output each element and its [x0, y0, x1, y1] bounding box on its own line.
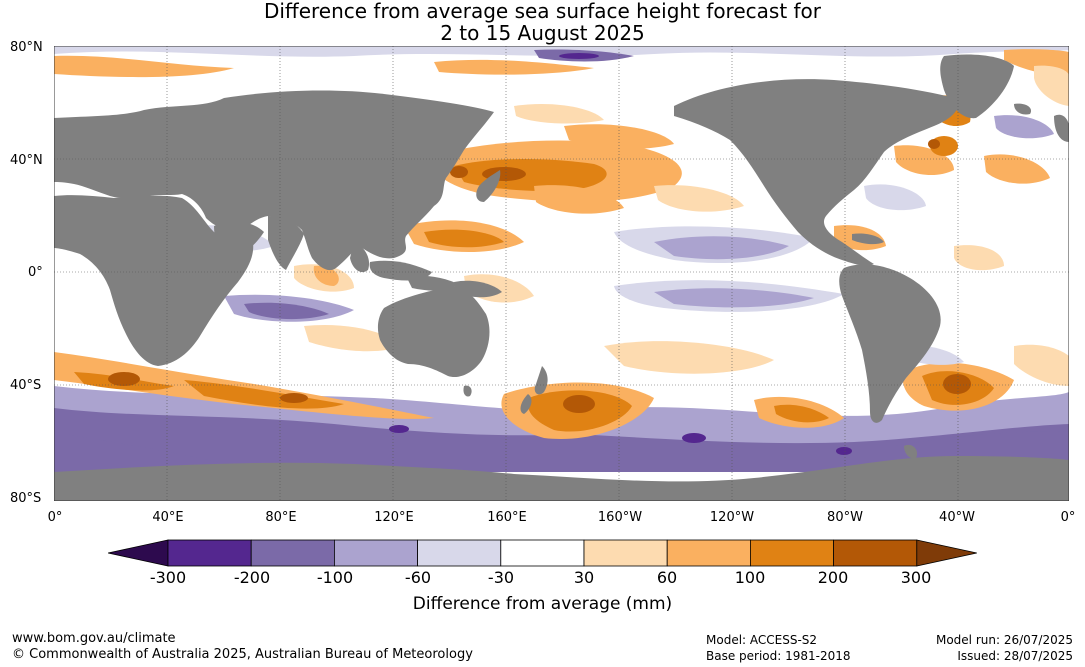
colorbar-segment [750, 539, 835, 567]
map-title-line1: Difference from average sea surface heig… [263, 0, 822, 23]
map-title-line2: 2 to 15 August 2025 [440, 21, 645, 45]
colorbar-segment [417, 539, 502, 567]
lon-label-0-east: 0° [1060, 510, 1076, 525]
lon-label-120w: 120°W [709, 510, 755, 525]
colorbar-segment [250, 539, 335, 567]
lat-label-40n: 40°N [10, 153, 43, 168]
colorbar [108, 539, 977, 567]
lon-label-80w: 80°W [827, 510, 863, 525]
lat-label-equator: 0° [28, 265, 43, 280]
colorbar-segment [500, 539, 585, 567]
colorbar-segment [583, 539, 668, 567]
lon-label-0: 0° [47, 510, 63, 525]
sea-surface-height-map [54, 46, 1069, 501]
colorbar-tick-minus30: -30 [487, 568, 515, 587]
colorbar-tick-200: 200 [817, 568, 849, 587]
colorbar-tick-minus60: -60 [404, 568, 432, 587]
graticule [54, 46, 1069, 501]
colorbar-segments [108, 539, 977, 567]
footer-copyright: © Commonwealth of Australia 2025, Austra… [12, 647, 473, 662]
footer-issued: Issued: 28/07/2025 [957, 649, 1073, 663]
colorbar-tick-30: 30 [573, 568, 595, 587]
colorbar-segment [333, 539, 418, 567]
colorbar-tick-minus200: -200 [233, 568, 271, 587]
colorbar-tick-300: 300 [900, 568, 932, 587]
colorbar-segment [833, 539, 918, 567]
lon-label-40e: 40°E [152, 510, 184, 525]
colorbar-tick-60: 60 [656, 568, 678, 587]
colorbar-label: Difference from average (mm) [412, 594, 673, 614]
colorbar-tick-minus100: -100 [316, 568, 354, 587]
footer-website: www.bom.gov.au/climate [12, 631, 176, 646]
anomaly-field [54, 46, 1069, 472]
colorbar-segment [167, 539, 252, 567]
footer-model: Model: ACCESS-S2 [706, 633, 818, 647]
lon-label-160w: 160°W [597, 510, 643, 525]
footer-model-run: Model run: 26/07/2025 [935, 633, 1073, 647]
colorbar-extend-high [916, 539, 977, 567]
land-masses [54, 54, 1069, 501]
colorbar-extend-low [108, 539, 169, 567]
colorbar-segment [666, 539, 751, 567]
lat-label-80n: 80°N [10, 40, 43, 55]
lon-label-160e: 160°E [487, 510, 527, 525]
colorbar-tick-100: 100 [734, 568, 766, 587]
lon-label-80e: 80°E [265, 510, 297, 525]
footer-base-period: Base period: 1981-2018 [706, 649, 851, 663]
lon-label-40w: 40°W [939, 510, 975, 525]
lat-label-40s: 40°S [10, 378, 42, 393]
colorbar-tick-minus300: -300 [149, 568, 187, 587]
lon-label-120e: 120°E [374, 510, 414, 525]
lat-label-80s: 80°S [10, 491, 42, 506]
